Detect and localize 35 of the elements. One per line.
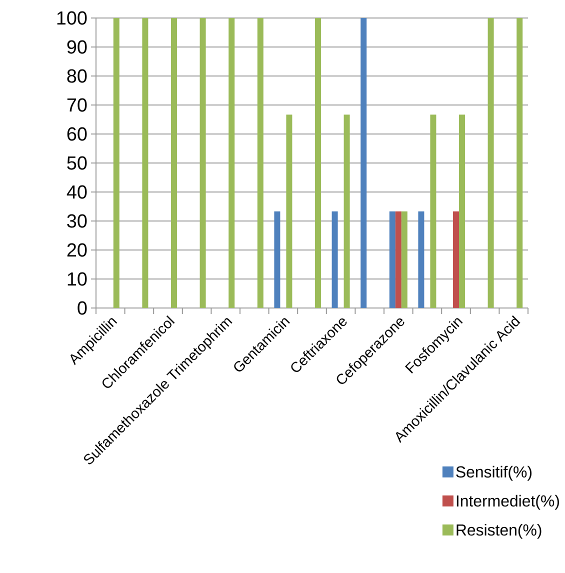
- bar: [315, 18, 322, 308]
- bar: [453, 211, 460, 308]
- y-tick-label: 80: [67, 69, 87, 83]
- y-tick-label: 100: [57, 11, 87, 25]
- bar: [430, 114, 436, 308]
- y-tick-label: 10: [68, 272, 87, 286]
- bar: [401, 211, 408, 308]
- bar: [142, 18, 148, 308]
- y-tick-label: 0: [78, 301, 87, 315]
- legend-label: Intermediet(%): [456, 494, 559, 510]
- y-tick-label: 30: [67, 214, 87, 228]
- bar: [360, 18, 367, 308]
- y-tick-label: 40: [66, 185, 87, 199]
- bar: [228, 18, 235, 308]
- bar: [286, 114, 292, 308]
- bar: [459, 114, 466, 308]
- y-tick-label: 70: [67, 98, 87, 112]
- bar: [344, 114, 350, 308]
- bar: [418, 211, 424, 308]
- y-tick-label: 50: [67, 156, 87, 170]
- legend-label: Sensitif(%): [456, 466, 532, 481]
- bar: [171, 18, 177, 308]
- y-tick-label: 60: [67, 127, 87, 141]
- bar: [200, 18, 206, 308]
- bar: [516, 18, 523, 308]
- legend-label: Resisten(%): [456, 524, 542, 539]
- bar: [389, 211, 396, 308]
- bar: [488, 18, 494, 308]
- bar: [395, 211, 402, 308]
- bar: [274, 211, 280, 308]
- y-tick-label: 20: [67, 243, 87, 257]
- bar: [332, 211, 338, 308]
- bar: [257, 18, 264, 308]
- bar: [113, 18, 120, 308]
- y-tick-label: 90: [67, 40, 87, 54]
